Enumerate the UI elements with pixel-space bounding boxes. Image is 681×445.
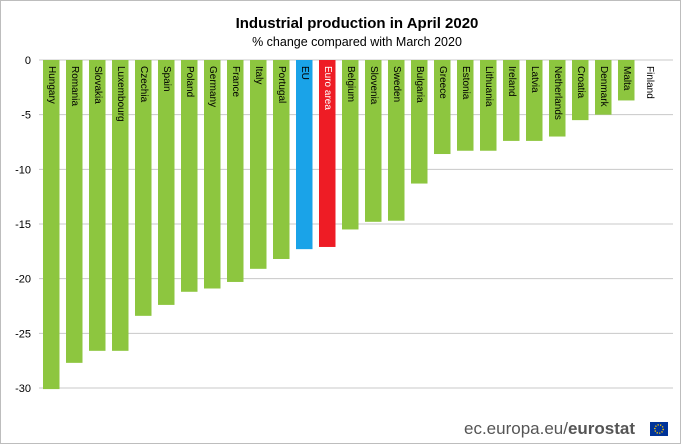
category-label: Lithuania bbox=[483, 66, 494, 107]
bar-slovenia bbox=[365, 60, 382, 222]
chart-title: Industrial production in April 2020 bbox=[236, 15, 479, 32]
chart-subtitle: % change compared with March 2020 bbox=[252, 35, 462, 49]
category-label: Spain bbox=[161, 66, 172, 92]
bar-romania bbox=[66, 60, 83, 363]
bar-germany bbox=[204, 60, 221, 289]
bar-portugal bbox=[273, 60, 290, 259]
category-label: Croatia bbox=[575, 66, 586, 99]
category-label: Germany bbox=[207, 66, 218, 107]
bar-euro-area bbox=[319, 60, 336, 247]
category-label: Ireland bbox=[506, 66, 517, 97]
bar-ireland bbox=[503, 60, 520, 141]
bar-greece bbox=[434, 60, 451, 155]
category-labels: Hungary Romania Slovakia Luxembourg Czechia S… bbox=[46, 66, 655, 122]
y-tick-label: -30 bbox=[15, 383, 31, 395]
category-label: Euro area bbox=[322, 66, 333, 110]
category-label: Poland bbox=[184, 66, 195, 97]
bar-spain bbox=[158, 60, 175, 305]
bar-sweden bbox=[388, 60, 405, 221]
y-tick-label: -15 bbox=[15, 219, 31, 231]
eu-flag-icon bbox=[650, 422, 668, 436]
category-label: Hungary bbox=[46, 66, 57, 104]
y-tick-label: -10 bbox=[15, 164, 31, 176]
category-label: Finland bbox=[644, 66, 655, 99]
category-label: Bulgaria bbox=[414, 66, 425, 103]
bar-hungary bbox=[43, 60, 60, 390]
category-label: Luxembourg bbox=[115, 66, 126, 122]
category-label: EU bbox=[299, 66, 310, 80]
category-label: Slovenia bbox=[368, 66, 379, 105]
category-label: Greece bbox=[437, 66, 448, 99]
bar-estonia bbox=[457, 60, 474, 151]
category-label: Estonia bbox=[460, 66, 471, 100]
bar-belgium bbox=[342, 60, 359, 230]
category-label: Denmark bbox=[598, 66, 609, 108]
bar-latvia bbox=[526, 60, 543, 141]
footer-source: ec.europa.eu/ bbox=[464, 419, 568, 438]
category-label: Netherlands bbox=[552, 66, 563, 120]
bar-bulgaria bbox=[411, 60, 428, 184]
bar-czechia bbox=[135, 60, 152, 316]
bar-malta bbox=[618, 60, 635, 101]
bar-luxembourg bbox=[112, 60, 129, 351]
bar-netherlands bbox=[549, 60, 566, 137]
bar-denmark bbox=[595, 60, 612, 115]
footer: ec.europa.eu/eurostat bbox=[464, 419, 668, 438]
category-label: Portugal bbox=[276, 66, 287, 103]
category-label: Latvia bbox=[529, 66, 540, 93]
category-label: Romania bbox=[69, 66, 80, 106]
bar-poland bbox=[181, 60, 198, 292]
footer-brand: eurostat bbox=[568, 419, 635, 438]
y-tick-label: 0 bbox=[25, 55, 31, 67]
category-label: Italy bbox=[253, 66, 264, 84]
category-label: Belgium bbox=[345, 66, 356, 102]
category-label: Sweden bbox=[391, 66, 402, 102]
category-label: Czechia bbox=[138, 66, 149, 103]
bar-italy bbox=[250, 60, 267, 269]
y-tick-label: -25 bbox=[15, 328, 31, 340]
category-label: Malta bbox=[621, 66, 632, 91]
bar-slovakia bbox=[89, 60, 106, 351]
y-axis-ticks: 0 -5 -10 -15 -20 -25 -30 bbox=[15, 55, 31, 395]
y-tick-label: -20 bbox=[15, 274, 31, 286]
bar-croatia bbox=[572, 60, 589, 121]
bar-france bbox=[227, 60, 244, 282]
category-label: France bbox=[230, 66, 241, 98]
bars bbox=[43, 60, 635, 390]
svg-text:ec.europa.eu/eurostat: ec.europa.eu/eurostat bbox=[464, 419, 635, 438]
category-label: Slovakia bbox=[92, 66, 103, 104]
bar-eu bbox=[296, 60, 313, 250]
y-tick-label: -5 bbox=[21, 110, 31, 122]
bar-lithuania bbox=[480, 60, 497, 151]
